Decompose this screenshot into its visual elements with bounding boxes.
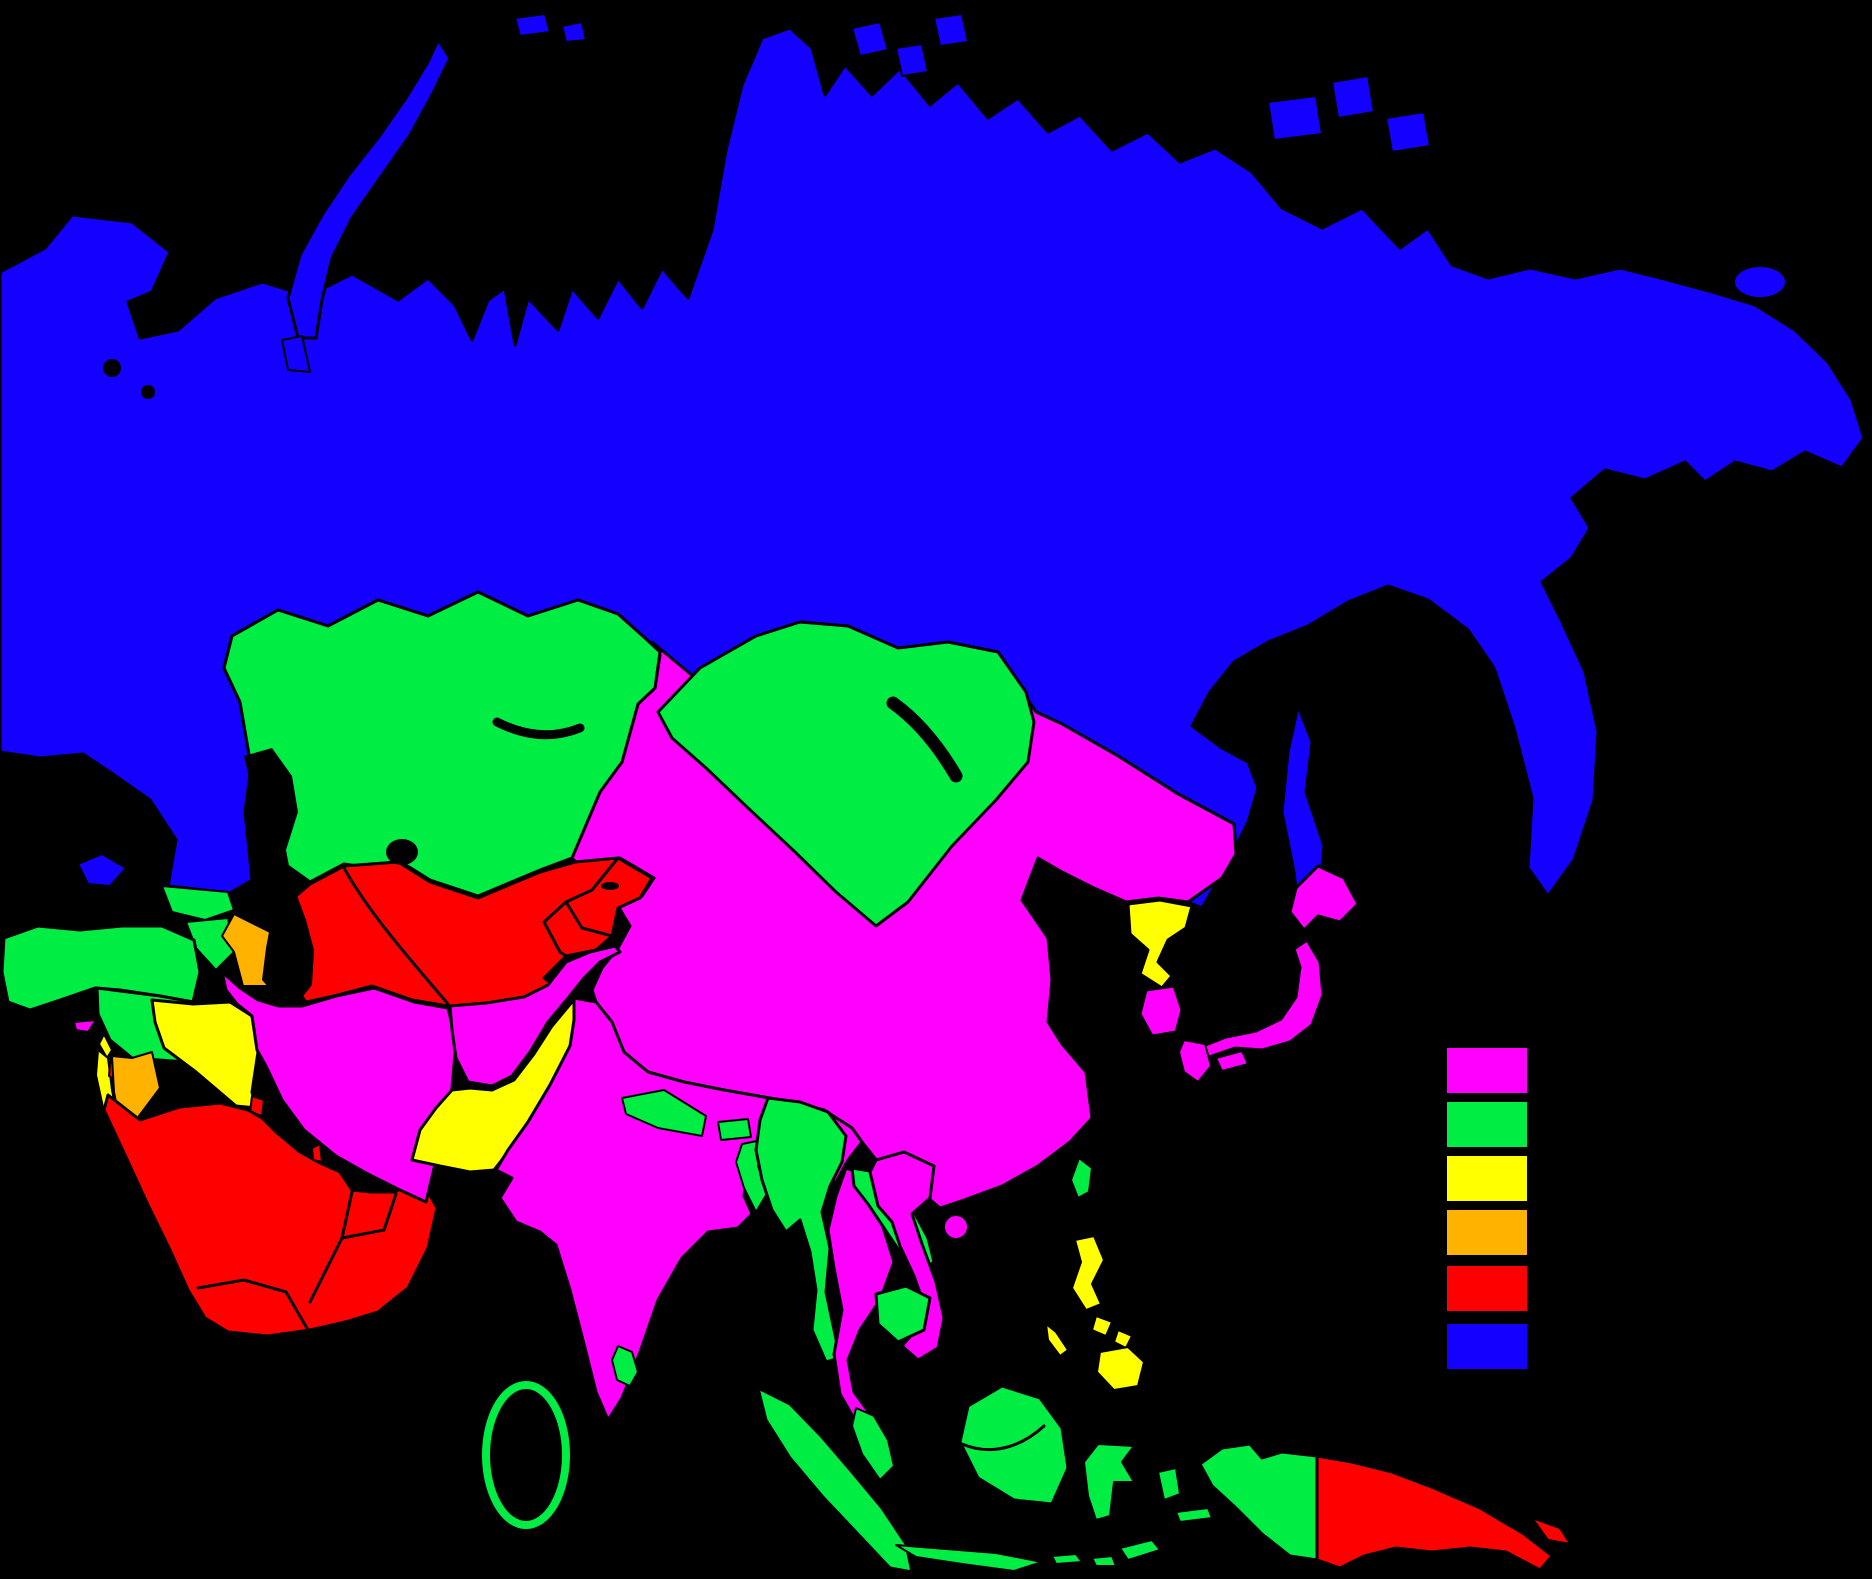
lake-baikal bbox=[886, 696, 963, 783]
region-japan-hokkaido bbox=[1288, 864, 1360, 932]
region-mongolia bbox=[656, 620, 1036, 928]
islands-franz-josef bbox=[514, 13, 587, 43]
region-cambodia bbox=[874, 1284, 932, 1344]
lake-balkhash bbox=[492, 717, 585, 740]
island-novaya-zemlya-south bbox=[281, 335, 311, 373]
region-bhutan bbox=[717, 1118, 752, 1141]
legend-swatch-1 bbox=[1447, 1048, 1527, 1093]
caspian-sea bbox=[244, 748, 314, 1000]
border-tajikistan-uzbekistan bbox=[542, 900, 568, 958]
lake-onega bbox=[141, 385, 155, 399]
region-myanmar bbox=[754, 1096, 848, 1364]
border-oman-uae bbox=[340, 1192, 398, 1240]
islands-new-siberian bbox=[1267, 75, 1431, 153]
border-malaysia-indonesia-borneo bbox=[960, 1424, 1046, 1452]
border-uzbekistan-turkmenistan bbox=[342, 866, 450, 1006]
region-philippines-palawan bbox=[1045, 1323, 1069, 1357]
region-japan-kyushu bbox=[1178, 1039, 1212, 1083]
legend-swatch-5 bbox=[1447, 1266, 1527, 1311]
region-indonesia-java bbox=[895, 1544, 1043, 1572]
island-novaya-zemlya bbox=[286, 38, 452, 340]
region-georgia bbox=[161, 885, 235, 921]
region-iran bbox=[220, 970, 458, 1204]
legend bbox=[1447, 1048, 1527, 1369]
region-cyprus bbox=[73, 1019, 97, 1033]
region-arabian-peninsula bbox=[102, 1093, 439, 1338]
region-indonesia-sumatra bbox=[756, 1386, 914, 1574]
region-papua-new-guinea bbox=[1315, 1454, 1554, 1572]
region-qatar bbox=[311, 1143, 323, 1163]
region-philippines-luzon bbox=[1071, 1235, 1105, 1311]
aral-sea bbox=[386, 839, 418, 865]
island-wrangel bbox=[1733, 265, 1787, 299]
region-malaysia-peninsula bbox=[851, 1407, 895, 1481]
island-new-britain bbox=[1531, 1517, 1571, 1545]
maldives-area-circle bbox=[482, 1381, 570, 1529]
region-south-korea bbox=[1138, 984, 1184, 1038]
region-kuwait bbox=[249, 1095, 265, 1117]
region-japan-shikoku bbox=[1215, 1050, 1249, 1072]
region-indonesia-sulawesi bbox=[1083, 1443, 1135, 1521]
legend-swatch-2 bbox=[1447, 1102, 1527, 1147]
region-indonesia-lesser-sunda bbox=[1051, 1539, 1161, 1567]
lake-issyk-kul bbox=[601, 882, 619, 890]
region-nepal bbox=[621, 1089, 707, 1137]
islands-severnaya-zemlya bbox=[851, 13, 969, 77]
legend-swatch-3 bbox=[1447, 1156, 1527, 1201]
legend-swatch-4 bbox=[1447, 1210, 1527, 1255]
region-philippines-mindanao bbox=[1096, 1346, 1145, 1391]
legend-swatch-6 bbox=[1447, 1324, 1527, 1369]
region-afghanistan bbox=[448, 944, 622, 1088]
bohai-sea bbox=[1033, 867, 1063, 897]
region-sri-lanka bbox=[611, 1345, 639, 1387]
region-crimea bbox=[77, 853, 127, 887]
lake-ladoga bbox=[103, 359, 121, 377]
border-saudi-yemen bbox=[196, 1278, 310, 1332]
region-jordan bbox=[111, 1051, 161, 1121]
region-north-korea bbox=[1126, 898, 1194, 990]
region-taiwan bbox=[1070, 1157, 1093, 1199]
region-hainan bbox=[943, 1214, 969, 1240]
region-indonesia-moluccas bbox=[1157, 1467, 1213, 1523]
